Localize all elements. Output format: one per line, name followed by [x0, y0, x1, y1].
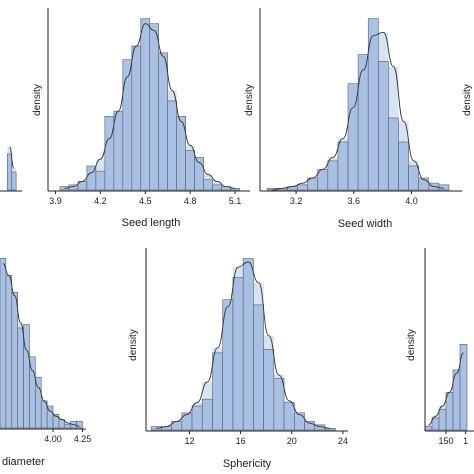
- x-ticks: 3.9 4.2 4.5 4.8 5.1: [49, 191, 241, 206]
- histogram-bar-5: [201, 398, 213, 431]
- plot-area: [0, 258, 83, 429]
- x-tick-label: 20: [287, 436, 297, 446]
- histogram-bar-6: [327, 160, 339, 191]
- x-ticks: 4.00 4.25: [44, 429, 91, 444]
- density-curve: [2, 263, 80, 427]
- histogram-bar-0: [7, 153, 13, 191]
- histogram-bar-7: [40, 400, 48, 429]
- density-curve: [428, 352, 464, 426]
- histogram-bar-0: [0, 258, 7, 429]
- histogram-bar-13: [76, 420, 83, 429]
- plot-area: [7, 146, 17, 191]
- histogram-bar-11: [158, 52, 169, 191]
- histogram-panel-seed-width: 3.2 3.6 4.0 Seed width density: [244, 8, 462, 230]
- histogram-bar-1: [431, 417, 440, 431]
- histogram-bar-2: [11, 292, 18, 429]
- histogram-bar-10: [149, 23, 160, 191]
- histogram-panel-partial-right: 150 1 density: [406, 248, 474, 446]
- y-axis-title: density: [244, 84, 255, 116]
- density-curve: [64, 23, 236, 189]
- x-tick-label: 4.2: [94, 196, 107, 206]
- histogram-bar-12: [167, 100, 177, 191]
- histogram-bar-12: [273, 378, 285, 431]
- histogram-bar-11: [378, 61, 389, 191]
- histogram-bar-7: [337, 141, 349, 191]
- histogram-bar-2: [438, 409, 447, 431]
- x-ticks: 3.2 3.6 4.0: [290, 191, 418, 206]
- histogram-bar-8: [232, 277, 244, 431]
- x-tick-label: 3.9: [49, 196, 62, 206]
- histogram-bar-14: [294, 412, 305, 431]
- plot-area: [59, 18, 240, 191]
- histogram-bar-3: [181, 412, 193, 431]
- histogram-bar-3: [445, 391, 454, 431]
- histogram-bar-5: [459, 343, 468, 431]
- x-tick-label: 4.8: [184, 196, 197, 206]
- x-axis-title: Seed length: [122, 217, 181, 229]
- histogram-bar-13: [283, 402, 295, 431]
- histogram-bar-1: [5, 275, 13, 429]
- histogram-panel-diameter: 4.00 4.25 diameter: [0, 258, 91, 468]
- density-curve: [272, 31, 444, 191]
- histogram-bar-9: [140, 18, 151, 191]
- histogram-bar-4: [95, 170, 106, 191]
- density-curve: [9, 146, 15, 169]
- x-axis-title: Seed width: [338, 218, 392, 230]
- x-tick-label: 16: [236, 436, 246, 446]
- plot-area: [266, 18, 450, 191]
- x-ticks: 12 16 20 24: [184, 431, 348, 446]
- x-tick-label: 3.2: [290, 196, 303, 206]
- y-axis-title: density: [128, 329, 139, 361]
- x-tick-label: 150: [438, 436, 453, 446]
- x-tick-label: 4.5: [139, 196, 152, 206]
- histogram-panel-sphericity: 12 16 20 24 Sphericity density: [128, 248, 348, 470]
- density-curve: [156, 261, 331, 429]
- histogram-bar-7: [122, 59, 133, 191]
- y-axis-title-partial: density: [462, 84, 473, 116]
- histogram-bar-6: [35, 376, 42, 429]
- histogram-panel-partial-left: [0, 146, 22, 192]
- histogram-bar-0: [424, 426, 433, 431]
- histogram-bar-9: [357, 54, 369, 191]
- histogram-bar-4: [23, 324, 30, 429]
- histogram-bar-14: [408, 165, 420, 191]
- histogram-bar-5: [104, 115, 115, 191]
- histogram-bar-10: [253, 304, 264, 431]
- histogram-bar-13: [398, 141, 409, 191]
- histogram-bar-3: [17, 327, 24, 429]
- histogram-bar-6: [212, 352, 224, 431]
- histogram-bar-9: [242, 258, 254, 431]
- histogram-bar-3: [297, 184, 308, 191]
- histogram-bar-5: [29, 356, 36, 429]
- plot-area: [150, 258, 336, 431]
- y-axis-title: density: [32, 84, 43, 116]
- histogram-bar-12: [388, 117, 399, 191]
- histogram-bar-15: [194, 157, 204, 191]
- x-axis-title: diameter: [2, 456, 45, 468]
- x-tick-label: 5.1: [229, 196, 242, 206]
- histogram-bar-6: [113, 110, 124, 191]
- x-axis-title: Sphericity: [223, 458, 272, 470]
- histogram-panel-seed-length: 3.9 4.2 4.5 4.8 5.1 Seed length density: [32, 8, 250, 229]
- x-tick-label: 4.00: [44, 434, 62, 444]
- x-tick-label: 1: [463, 436, 468, 446]
- histogram-bar-1: [11, 171, 17, 191]
- histogram-bar-16: [203, 179, 213, 191]
- histogram-bar-11: [64, 424, 71, 429]
- x-tick-label: 3.6: [348, 196, 361, 206]
- histogram-bar-14: [185, 150, 195, 191]
- y-axis-title: density: [406, 329, 417, 361]
- x-ticks: 150 1: [438, 431, 468, 446]
- x-tick-label: 4.0: [405, 196, 418, 206]
- histogram-bar-17: [212, 184, 222, 191]
- histogram-bar-5: [317, 169, 329, 191]
- plot-area: [424, 343, 468, 431]
- histogram-bar-4: [191, 405, 203, 431]
- histogram-bar-8: [131, 45, 142, 191]
- x-tick-label: 24: [338, 436, 348, 446]
- x-tick-label: 12: [184, 436, 194, 446]
- x-tick-label: 4.25: [74, 434, 92, 444]
- histogram-bar-11: [263, 349, 275, 431]
